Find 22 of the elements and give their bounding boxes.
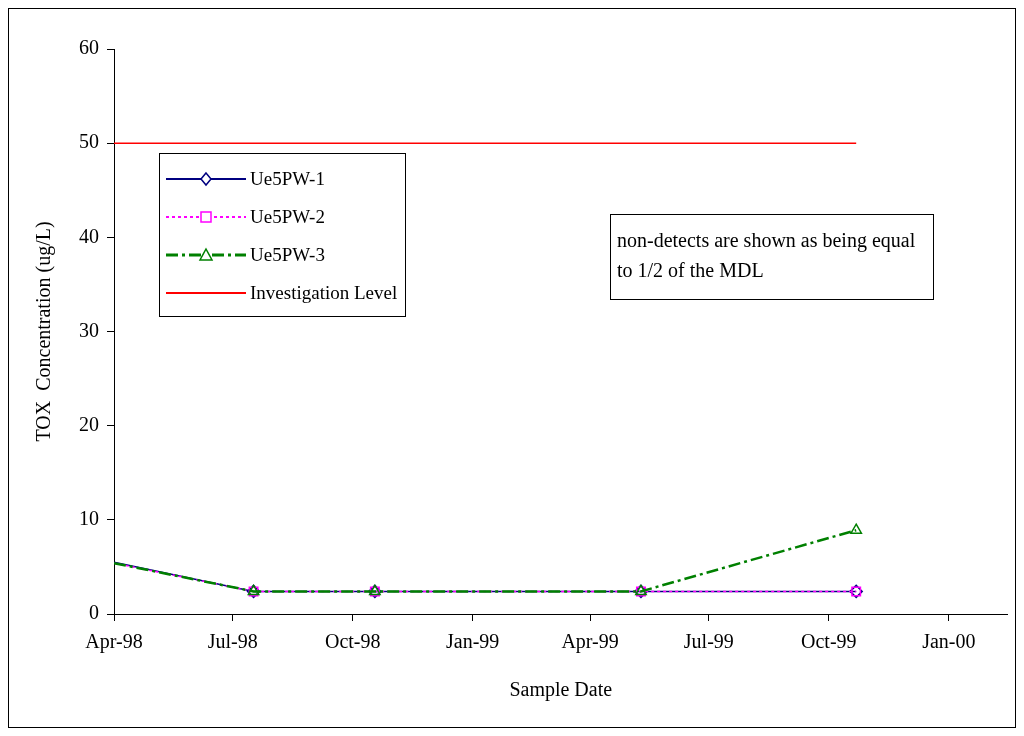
legend-label: Ue5PW-2 (250, 206, 325, 228)
x-tick-label: Apr-98 (85, 630, 143, 654)
x-tick-label: Jul-98 (207, 630, 258, 653)
x-tick-label: Apr-99 (561, 630, 619, 654)
y-tick-label: 50 (79, 130, 99, 153)
x-axis-title: Sample Date (509, 678, 613, 702)
y-tick-label: 40 (79, 224, 99, 247)
x-tick-label: Oct-99 (801, 630, 857, 653)
x-tick-label: Jan-99 (446, 630, 500, 653)
legend-label: Ue5PW-1 (250, 168, 325, 190)
legend-label: Ue5PW-3 (250, 244, 325, 266)
annotation: non-detects are shown as being equal to 1/2 of the MDL (610, 214, 934, 300)
x-tick-label: Jan-00 (922, 630, 976, 653)
x-tick-label: Oct-98 (324, 630, 381, 653)
y-tick-label: 30 (79, 318, 99, 341)
legend-label: Investigation Level (250, 282, 398, 304)
y-tick-label: 20 (79, 412, 99, 435)
y-tick-label: 0 (89, 601, 99, 624)
x-tick-label: Jul-99 (683, 630, 734, 653)
y-tick-label: 60 (79, 36, 99, 59)
y-axis-title: TOX Concentration (ug/L) (32, 221, 56, 442)
y-tick-label: 10 (79, 507, 99, 530)
